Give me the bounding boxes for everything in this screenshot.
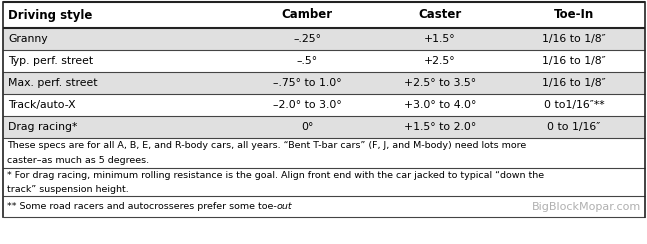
Text: Driving style: Driving style — [8, 9, 93, 21]
Text: 0 to1/16″**: 0 to1/16″** — [543, 100, 604, 110]
Text: 0 to 1/16″: 0 to 1/16″ — [547, 122, 600, 132]
Text: BigBlockMopar.com: BigBlockMopar.com — [532, 202, 641, 212]
Text: –.75° to 1.0°: –.75° to 1.0° — [273, 78, 342, 88]
Text: Typ. perf. street: Typ. perf. street — [8, 56, 93, 66]
Text: These specs are for all A, B, E, and R-body cars, all years. “Bent T-bar cars” (: These specs are for all A, B, E, and R-b… — [7, 141, 526, 150]
Text: +2.5°: +2.5° — [424, 56, 455, 66]
Text: 1/16 to 1/8″: 1/16 to 1/8″ — [542, 56, 606, 66]
Text: +3.0° to 4.0°: +3.0° to 4.0° — [404, 100, 476, 110]
Text: –.5°: –.5° — [297, 56, 318, 66]
Text: * For drag racing, minimum rolling resistance is the goal. Align front end with : * For drag racing, minimum rolling resis… — [7, 171, 544, 180]
Bar — [3, 50, 645, 72]
Text: Track/auto-X: Track/auto-X — [8, 100, 76, 110]
Text: caster–as much as 5 degrees.: caster–as much as 5 degrees. — [7, 156, 149, 165]
Text: –2.0° to 3.0°: –2.0° to 3.0° — [273, 100, 342, 110]
Bar — [3, 94, 645, 116]
Bar — [3, 138, 645, 218]
Text: Drag racing*: Drag racing* — [8, 122, 78, 132]
Text: 1/16 to 1/8″: 1/16 to 1/8″ — [542, 78, 606, 88]
Text: Toe-In: Toe-In — [554, 9, 594, 21]
Text: 0°: 0° — [301, 122, 314, 132]
Text: Caster: Caster — [419, 9, 461, 21]
Text: track” suspension height.: track” suspension height. — [7, 185, 129, 194]
Text: +2.5° to 3.5°: +2.5° to 3.5° — [404, 78, 476, 88]
Bar — [3, 28, 645, 50]
Text: out: out — [277, 202, 292, 211]
Text: Max. perf. street: Max. perf. street — [8, 78, 98, 88]
Text: +1.5° to 2.0°: +1.5° to 2.0° — [404, 122, 476, 132]
Text: Camber: Camber — [281, 9, 333, 21]
Text: +1.5°: +1.5° — [424, 34, 455, 44]
Bar — [3, 116, 645, 138]
Text: ** Some road racers and autocrosseres prefer some toe-: ** Some road racers and autocrosseres pr… — [7, 202, 277, 211]
Text: 1/16 to 1/8″: 1/16 to 1/8″ — [542, 34, 606, 44]
Bar — [3, 72, 645, 94]
Text: –.25°: –.25° — [293, 34, 322, 44]
Text: Granny: Granny — [8, 34, 48, 44]
Bar — [3, 2, 645, 28]
